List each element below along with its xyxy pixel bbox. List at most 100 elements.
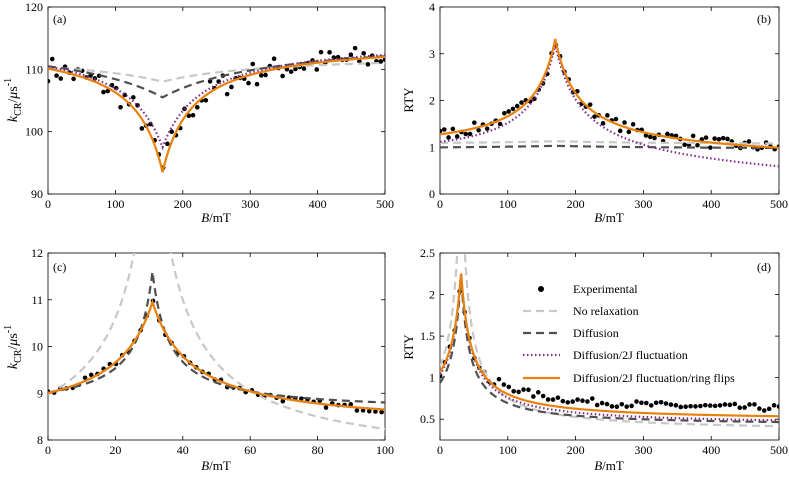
experimental-point [54, 73, 59, 78]
experimental-point [594, 402, 600, 408]
experimental-point [647, 134, 653, 140]
x-tick-label: 300 [634, 443, 652, 457]
legend-label-fluctuation: Diffusion/2J fluctuation [573, 348, 688, 362]
experimental-point [550, 397, 556, 402]
experimental-point [71, 76, 76, 82]
experimental-point [101, 89, 106, 95]
legend-label-ring-flips: Diffusion/2J fluctuation/ring flips [573, 371, 735, 385]
experimental-point [673, 403, 679, 408]
panel-b: 0 100 200 300 400 500 0 1 2 3 4 [429, 0, 788, 211]
x-tick-label: 400 [309, 197, 327, 211]
experimental-point [545, 397, 551, 402]
x-tick-label: 80 [312, 443, 324, 457]
experimental-point [519, 100, 524, 105]
x-tick-label: 40 [177, 443, 189, 457]
x-tick-label: 200 [174, 197, 192, 211]
experimental-point [580, 398, 585, 403]
x-tick-label: 500 [770, 443, 788, 457]
experimental-point [118, 104, 123, 110]
experimental-point [535, 390, 541, 395]
experimental-point [472, 120, 477, 125]
experimental-point [761, 408, 767, 413]
x-tick-label: 0 [45, 443, 51, 457]
experimental-point [354, 408, 360, 413]
experimental-point [604, 401, 610, 407]
x-tick-label: 0 [437, 197, 443, 211]
legend-label-experimental: Experimental [573, 282, 638, 296]
panel-label-b: (b) [757, 12, 771, 26]
experimental-point [703, 402, 708, 408]
series-line-diffusion-2j-fluctuation-ring-flips [440, 273, 779, 418]
experimental-point [639, 400, 644, 406]
y-tick-label: 9 [37, 386, 43, 400]
series-line-diffusion-2j-fluctuation-ring-flips [48, 298, 385, 411]
experimental-point [348, 52, 354, 58]
experimental-point [463, 131, 469, 137]
experimental-point [555, 395, 561, 400]
legend: Experimental No relaxation Diffusion Dif… [523, 282, 735, 385]
ylabel-d: RTY [401, 334, 416, 360]
experimental-point [502, 110, 507, 116]
plot-frame [47, 252, 386, 441]
series-line-no-relaxation [440, 140, 779, 145]
plot-area [48, 253, 385, 431]
experimental-point [299, 396, 304, 401]
experimental-point [776, 404, 779, 409]
experimental-point [695, 142, 700, 148]
experimental-point [688, 403, 693, 409]
experimental-point [643, 133, 649, 138]
series-line-diffusion-2j-fluctuation [48, 298, 385, 411]
ylabel-b: RTY [401, 87, 416, 113]
x-tick-label: 100 [376, 443, 394, 457]
x-tick-label: 100 [499, 443, 517, 457]
experimental-point [665, 131, 670, 137]
plot-area [440, 253, 779, 428]
experimental-point [139, 126, 145, 131]
series-line-no-relaxation [440, 253, 779, 428]
experimental-point [501, 382, 507, 387]
experimental-point [190, 112, 196, 118]
experimental-point [634, 399, 639, 404]
experimental-point [58, 76, 64, 81]
experimental-point [450, 126, 456, 132]
experimental-point [521, 387, 526, 392]
experimental-point [746, 139, 752, 144]
xlabel-d: B/mT [594, 458, 624, 473]
experimental-point [570, 399, 575, 404]
experimental-point [250, 61, 256, 67]
panel-d: 0 100 200 300 400 500 0.5 1 1.5 2 2.5 [420, 246, 788, 457]
experimental-point [49, 56, 55, 62]
plot-frame [439, 6, 780, 195]
experimental-point [88, 372, 94, 378]
x-tick-label: 400 [702, 443, 720, 457]
experimental-point [373, 409, 378, 414]
experimental-point [703, 135, 709, 140]
ylabel-c: kCR/μs-1 [3, 325, 24, 369]
experimental-point [258, 73, 264, 78]
experimental-point [717, 403, 723, 408]
y-tick-label: 1 [429, 371, 435, 385]
x-tick-label: 300 [634, 197, 652, 211]
x-tick-label: 400 [702, 197, 720, 211]
experimental-point [712, 403, 718, 409]
experimental-point [613, 116, 619, 122]
experimental-point [630, 122, 636, 127]
experimental-point [366, 408, 372, 414]
y-tick-label: 0 [429, 187, 435, 201]
experimental-point [263, 72, 268, 78]
plot-frame [439, 252, 780, 441]
experimental-point [454, 134, 460, 139]
x-tick-label: 0 [437, 443, 443, 457]
experimental-point [653, 400, 659, 406]
y-tick-label: 8 [37, 433, 43, 447]
experimental-point [246, 80, 251, 86]
experimental-point [441, 127, 447, 132]
experimental-point [725, 136, 730, 142]
experimental-point [314, 67, 320, 72]
experimental-point [514, 103, 520, 109]
plot-area [440, 38, 779, 168]
x-tick-label: 20 [109, 443, 121, 457]
experimental-point [727, 402, 733, 408]
experimental-point [352, 45, 358, 51]
experimental-point [378, 59, 384, 64]
